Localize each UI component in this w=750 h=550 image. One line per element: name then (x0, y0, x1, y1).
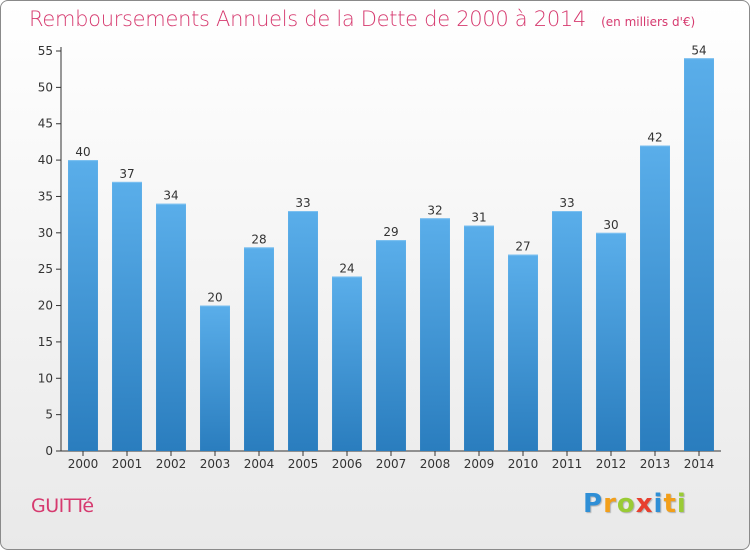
data-label: 20 (207, 291, 222, 305)
x-tick-label: 2013 (640, 457, 671, 471)
y-tick-label: 35 (38, 189, 53, 203)
chart-title-row: Remboursements Annuels de la Dette de 20… (29, 7, 695, 31)
data-label: 34 (163, 189, 178, 203)
y-tick-label: 15 (38, 335, 53, 349)
bar-2000 (68, 160, 98, 451)
data-label: 24 (339, 261, 354, 275)
x-tick-label: 2008 (420, 457, 451, 471)
data-label: 27 (515, 240, 530, 254)
data-label: 30 (603, 218, 618, 232)
x-tick-label: 2012 (596, 457, 627, 471)
data-label: 31 (471, 211, 486, 225)
data-label: 42 (647, 131, 662, 145)
bar-2001 (112, 181, 142, 451)
bar-2005 (288, 211, 318, 451)
bar-2010 (508, 254, 538, 451)
chart-bars (68, 58, 714, 451)
x-tick-label: 2003 (200, 457, 231, 471)
y-tick-label: 5 (45, 408, 53, 422)
y-tick-label: 45 (38, 117, 53, 131)
x-tick-label: 2011 (552, 457, 583, 471)
x-tick-label: 2005 (288, 457, 319, 471)
bar-2014 (684, 58, 714, 451)
y-tick-label: 50 (38, 80, 53, 94)
data-label: 29 (383, 225, 398, 239)
bar-2007 (376, 240, 406, 451)
chart-axes: 0 5 10 15 20 25 30 35 40 45 50 55 2000 2001 2002 2003 20… (38, 44, 721, 471)
bar-2012 (596, 232, 626, 451)
chart-data-labels: 40 37 34 20 28 33 24 29 32 31 27 33 30 42 54 (75, 43, 706, 304)
bar-2003 (200, 305, 230, 451)
data-label: 33 (559, 196, 574, 210)
x-tick-label: 2006 (332, 457, 363, 471)
data-label: 33 (295, 196, 310, 210)
bar-2009 (464, 225, 494, 451)
bar-2006 (332, 276, 362, 451)
x-tick-label: 2000 (68, 457, 99, 471)
y-tick-label: 10 (38, 371, 53, 385)
y-tick-label: 25 (38, 262, 53, 276)
x-tick-label: 2007 (376, 457, 407, 471)
x-tick-label: 2004 (244, 457, 275, 471)
y-tick-label: 55 (38, 44, 53, 58)
y-tick-label: 40 (38, 153, 53, 167)
data-label: 40 (75, 145, 90, 159)
bar-2011 (552, 211, 582, 451)
commune-name: GUITTé (31, 495, 94, 517)
y-tick-label: 0 (45, 444, 53, 458)
data-label: 28 (251, 232, 266, 246)
chart-title: Remboursements Annuels de la Dette de 20… (29, 7, 586, 31)
y-tick-label: 30 (38, 226, 53, 240)
proxiti-logo: Proxiti (583, 489, 687, 519)
data-label: 37 (119, 167, 134, 181)
data-label: 32 (427, 203, 442, 217)
x-tick-label: 2010 (508, 457, 539, 471)
bar-2008 (420, 218, 450, 451)
y-tick-label: 20 (38, 299, 53, 313)
chart-subtitle: (en milliers d'€) (601, 15, 696, 29)
x-tick-label: 2014 (684, 457, 715, 471)
x-tick-label: 2002 (156, 457, 187, 471)
data-label: 54 (691, 43, 706, 57)
bar-2002 (156, 203, 186, 451)
bar-2013 (640, 145, 670, 451)
bar-2004 (244, 247, 274, 451)
x-tick-label: 2001 (112, 457, 143, 471)
x-tick-label: 2009 (464, 457, 495, 471)
